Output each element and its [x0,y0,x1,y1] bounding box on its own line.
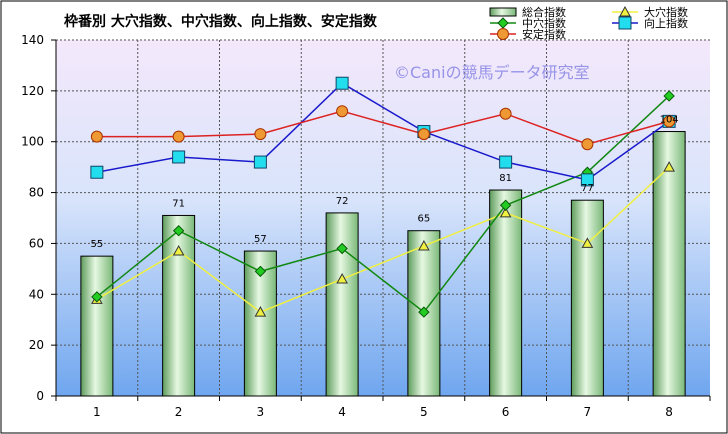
series-point [254,265,267,278]
series-point [581,138,594,151]
series-point [91,291,103,303]
watermark: ©Caniの競馬データ研究室 [394,63,590,82]
axis-layer: 0 20 40 60 80 100 120 140 1 2 3 4 5 6 7 8 [21,33,711,419]
y-tick-label: 100 [21,135,44,149]
series-point [663,90,675,102]
bar-data-label: 71 [172,198,185,209]
legend-swatch [489,7,517,17]
marker-layer [90,76,676,318]
series-point [418,306,430,318]
series-point [499,199,512,211]
series-point [90,165,104,179]
series-point [581,237,594,248]
bar [489,189,523,397]
series-point [663,161,675,172]
bar-data-label: 81 [499,173,512,184]
bar-data-label: 65 [418,214,431,225]
series-line [96,110,670,146]
series-point [90,130,103,143]
series-point [663,115,676,128]
series-point [336,272,348,284]
series-point [172,245,185,256]
bar-data-label: 104 [660,115,679,126]
bar [162,214,196,397]
series-point [172,225,185,237]
series-point [335,76,349,90]
bar-data-label: 55 [91,239,104,250]
bar-data-label: 57 [254,234,267,245]
series-point [336,242,348,255]
series-point [172,130,185,143]
x-tick-label: 7 [584,405,592,419]
legend-marker [497,28,509,40]
legend-marker [618,16,632,30]
x-tick-label: 3 [257,405,265,419]
x-tick-label: 6 [502,405,510,419]
series-line [96,166,670,313]
x-tick-label: 8 [665,405,673,419]
series-point [499,155,513,169]
legend-label: 中穴指数 [522,16,566,30]
y-tick-label: 140 [21,33,44,47]
x-tick-label: 5 [420,405,428,419]
bar [570,199,604,397]
y-tick-label: 120 [21,84,44,98]
series-point [172,150,186,164]
line-layer [96,82,670,314]
legend-label: 大穴指数 [644,5,688,19]
bar [325,212,359,397]
chart-title: 枠番別 大穴指数、中穴指数、向上指数、安定指数 [64,13,378,30]
legend-label: 安定指数 [522,27,566,41]
y-tick-label: 80 [29,186,44,200]
data-label-layer: 55 71 57 72 65 81 77 104 [91,115,679,251]
y-tick-label: 20 [29,338,44,352]
series-line [96,95,670,314]
x-tick-label: 2 [175,405,183,419]
bar-data-label: 77 [581,183,594,194]
series-point [499,107,512,120]
series-point [418,239,430,251]
legend-label: 向上指数 [644,16,688,30]
series-point [254,306,267,317]
legend-marker [619,5,631,17]
bar-data-label: 72 [336,196,349,207]
y-tick-label: 0 [36,389,44,403]
bar [80,255,114,397]
series-point [254,128,267,141]
series-point [417,128,430,141]
series-point [580,173,594,187]
series-point [253,155,267,169]
legend-label: 総合指数 [522,5,566,19]
series-line [96,82,670,181]
y-tick-label: 60 [29,236,44,250]
x-tick-label: 4 [338,405,346,419]
series-point [336,105,349,118]
series-point [499,206,512,218]
x-tick-label: 1 [93,405,101,419]
bar [652,131,686,397]
y-tick-label: 40 [29,287,44,301]
